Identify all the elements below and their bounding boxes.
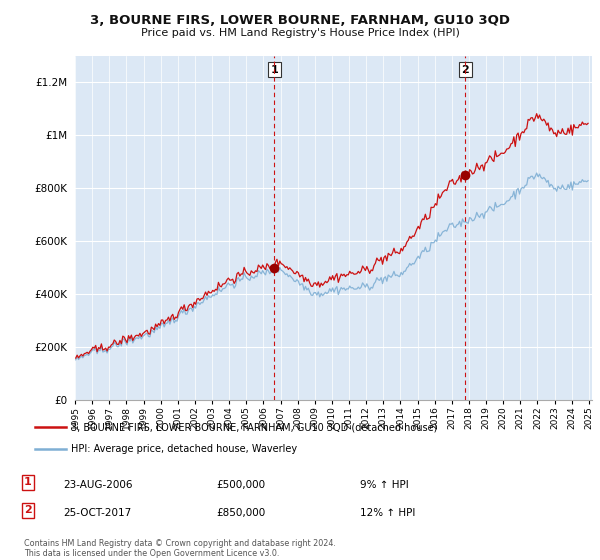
- Text: HPI: Average price, detached house, Waverley: HPI: Average price, detached house, Wave…: [71, 444, 298, 454]
- Text: 23-AUG-2006: 23-AUG-2006: [63, 480, 133, 490]
- Text: 3, BOURNE FIRS, LOWER BOURNE, FARNHAM, GU10 3QD (detached house): 3, BOURNE FIRS, LOWER BOURNE, FARNHAM, G…: [71, 422, 438, 432]
- Text: 2: 2: [461, 64, 469, 74]
- Text: £500,000: £500,000: [216, 480, 265, 490]
- Text: 2: 2: [24, 505, 32, 515]
- Text: Contains HM Land Registry data © Crown copyright and database right 2024.
This d: Contains HM Land Registry data © Crown c…: [24, 539, 336, 558]
- Text: 3, BOURNE FIRS, LOWER BOURNE, FARNHAM, GU10 3QD: 3, BOURNE FIRS, LOWER BOURNE, FARNHAM, G…: [90, 14, 510, 27]
- Text: 1: 1: [270, 64, 278, 74]
- Text: 9% ↑ HPI: 9% ↑ HPI: [360, 480, 409, 490]
- Text: Price paid vs. HM Land Registry's House Price Index (HPI): Price paid vs. HM Land Registry's House …: [140, 28, 460, 38]
- Text: 12% ↑ HPI: 12% ↑ HPI: [360, 508, 415, 518]
- Text: £850,000: £850,000: [216, 508, 265, 518]
- Text: 25-OCT-2017: 25-OCT-2017: [63, 508, 131, 518]
- Text: 1: 1: [24, 477, 32, 487]
